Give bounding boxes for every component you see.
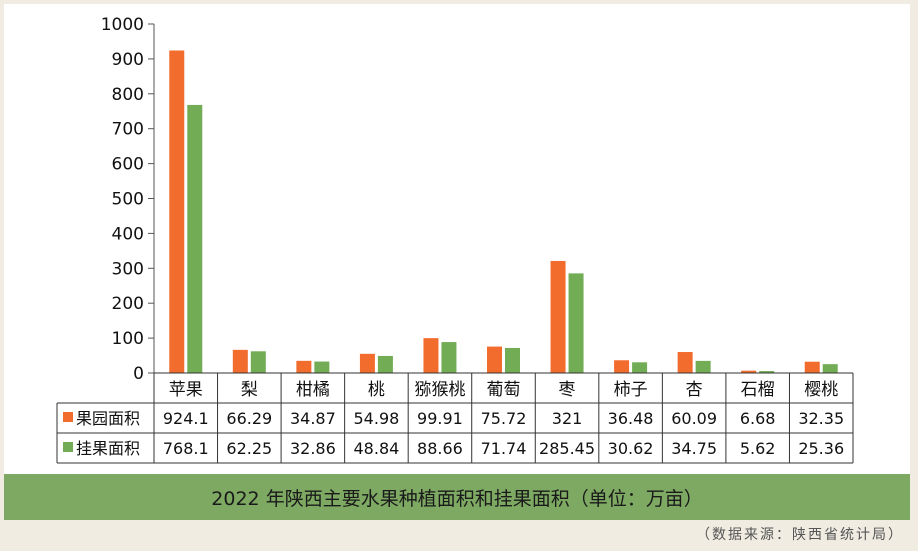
bar-orchard-7	[614, 360, 630, 373]
category-label: 枣	[559, 380, 576, 400]
data-table-cell: 75.72	[481, 409, 527, 428]
data-table-cell: 30.62	[608, 439, 654, 458]
bar-bearing-10	[822, 364, 838, 373]
category-label: 葡萄	[487, 380, 521, 400]
bar-bearing-1	[250, 351, 266, 373]
chart-panel: 0 100 200 300 400 500 600 700 800 900 1000 苹果 梨 柑橘 桃 猕猴…	[4, 4, 910, 474]
y-tick-label: 300	[112, 259, 144, 279]
data-table-cell: 25.36	[798, 439, 844, 458]
bar-chart: 0 100 200 300 400 500 600 700 800 900 1000 苹果 梨 柑橘 桃 猕猴…	[56, 15, 854, 464]
bar-bearing-2	[314, 361, 330, 373]
bar-bearing-5	[505, 347, 520, 373]
data-table-cell: 32.35	[798, 409, 844, 428]
y-tick-label: 900	[112, 50, 144, 70]
bar-orchard-9	[741, 370, 757, 373]
data-table-cell: 71.74	[481, 439, 527, 458]
data-table-cell: 34.87	[290, 409, 336, 428]
data-table-cell: 34.75	[671, 439, 717, 458]
bar-bearing-4	[441, 342, 457, 373]
category-label: 杏	[686, 380, 703, 400]
data-table-cell: 32.86	[290, 439, 336, 458]
y-tick-label: 600	[112, 155, 144, 175]
data-table-cell: 924.1	[163, 409, 209, 428]
y-tick-label: 700	[112, 120, 144, 140]
bar-orchard-1	[232, 349, 248, 373]
bar-orchard-8	[677, 352, 693, 373]
data-table-cell: 36.48	[608, 409, 654, 428]
bar-orchard-3	[359, 353, 375, 373]
data-table-cell: 66.29	[226, 409, 272, 428]
bar-bearing-3	[377, 355, 393, 373]
category-label: 猕猴桃	[414, 380, 465, 400]
category-label: 苹果	[169, 380, 203, 400]
category-label: 桃	[368, 380, 385, 400]
data-table-cell: 88.66	[417, 439, 463, 458]
bar-orchard-4	[423, 338, 439, 373]
caption-bar: 2022 年陕西主要水果种植面积和挂果面积（单位：万亩）	[4, 474, 910, 520]
bar-bearing-0	[187, 104, 203, 373]
bar-orchard-5	[487, 346, 502, 373]
y-tick-label: 400	[112, 224, 144, 244]
bar-bearing-7	[632, 362, 648, 373]
bar-orchard-6	[550, 260, 566, 373]
category-label: 柿子	[614, 380, 648, 400]
data-table-cell: 6.68	[740, 409, 776, 428]
bar-bearing-8	[695, 360, 711, 373]
legend-swatch-1	[63, 442, 73, 452]
data-table-cell: 321	[552, 409, 583, 428]
y-tick-label: 1000	[101, 15, 144, 35]
category-label: 柑橘	[296, 380, 330, 400]
data-table-cell: 54.98	[354, 409, 400, 428]
bar-bearing-9	[759, 371, 775, 373]
chart-caption: 2022 年陕西主要水果种植面积和挂果面积（单位：万亩）	[211, 487, 703, 510]
y-tick-label: 200	[112, 294, 144, 314]
data-table-cell: 62.25	[226, 439, 272, 458]
y-tick-label: 100	[112, 329, 144, 349]
data-table-cell: 60.09	[671, 409, 717, 428]
y-tick-label: 800	[112, 85, 144, 105]
legend-label-0: 果园面积	[76, 409, 140, 428]
y-tick-label: 0	[133, 364, 144, 384]
legend-label-1: 挂果面积	[76, 439, 140, 458]
data-table-cell: 285.45	[539, 439, 595, 458]
category-label: 樱桃	[804, 380, 838, 400]
category-label: 石榴	[741, 380, 775, 400]
data-table-cell: 48.84	[354, 439, 400, 458]
y-tick-label: 500	[112, 190, 144, 210]
category-label: 梨	[241, 380, 258, 400]
legend-swatch-0	[63, 412, 73, 422]
bar-orchard-2	[296, 360, 312, 373]
data-table-cell: 99.91	[417, 409, 463, 428]
bar-orchard-0	[169, 50, 185, 373]
data-table-cell: 5.62	[740, 439, 776, 458]
bar-orchard-10	[804, 361, 820, 373]
source-note: （数据来源：陕西省统计局）	[696, 527, 904, 543]
bar-bearing-6	[568, 273, 584, 373]
data-table-cell: 768.1	[163, 439, 209, 458]
